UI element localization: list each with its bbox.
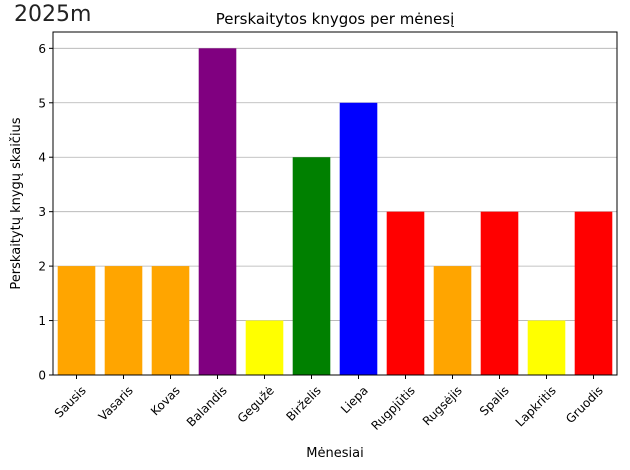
- x-tick-label: Liepa: [338, 383, 371, 416]
- bar-11: [574, 211, 613, 375]
- bar-2: [151, 266, 190, 375]
- bar-9: [480, 211, 519, 375]
- y-tick-label: 5: [38, 96, 46, 110]
- bars: [57, 48, 613, 376]
- y-axis-label: Perskaitytų knygų skaičius: [9, 117, 24, 289]
- plot-frame: [52, 31, 618, 376]
- x-tick-label: Vasaris: [96, 383, 136, 423]
- grid-lines: [53, 47, 617, 321]
- x-tick-label: Balandis: [184, 383, 230, 429]
- y-tick-label: 3: [38, 205, 46, 219]
- x-tick-label: Gruodis: [563, 383, 606, 426]
- x-tick-label: Birželis: [283, 383, 323, 423]
- bar-10: [527, 320, 566, 375]
- bar-7: [386, 211, 425, 375]
- bar-4: [245, 320, 284, 375]
- x-tick-label: Spalis: [477, 383, 512, 418]
- x-tick-label: Sausis: [52, 383, 89, 420]
- bar-0: [57, 266, 96, 375]
- y-tick-label: 2: [38, 260, 46, 274]
- bar-8: [433, 266, 472, 375]
- bar-1: [104, 266, 143, 375]
- x-tick-label: Kovas: [148, 383, 183, 418]
- year-label: 2025m: [14, 2, 92, 27]
- y-tick-label: 4: [38, 151, 46, 165]
- x-axis-label: Mėnesiai: [306, 446, 363, 461]
- x-tick-label: Rugsėjis: [420, 383, 465, 428]
- x-axis-ticks: Sausis Vasaris Kovas Balandis Gegužė Birželis…: [52, 375, 606, 433]
- x-tick-label: Gegužė: [235, 383, 277, 425]
- y-tick-label: 6: [38, 42, 46, 56]
- y-tick-label: 1: [38, 314, 46, 328]
- chart-title: Perskaitytos knygos per mėnesį: [216, 10, 455, 28]
- y-axis-ticks: 0 1 2 3 4 5 6: [38, 42, 53, 383]
- bar-3: [198, 48, 237, 375]
- x-tick-label: Rugpjūtis: [368, 383, 417, 432]
- x-tick-label: Lapkritis: [513, 383, 559, 429]
- bar-5: [292, 157, 331, 375]
- y-tick-label: 0: [38, 369, 46, 383]
- bar-6: [339, 102, 378, 376]
